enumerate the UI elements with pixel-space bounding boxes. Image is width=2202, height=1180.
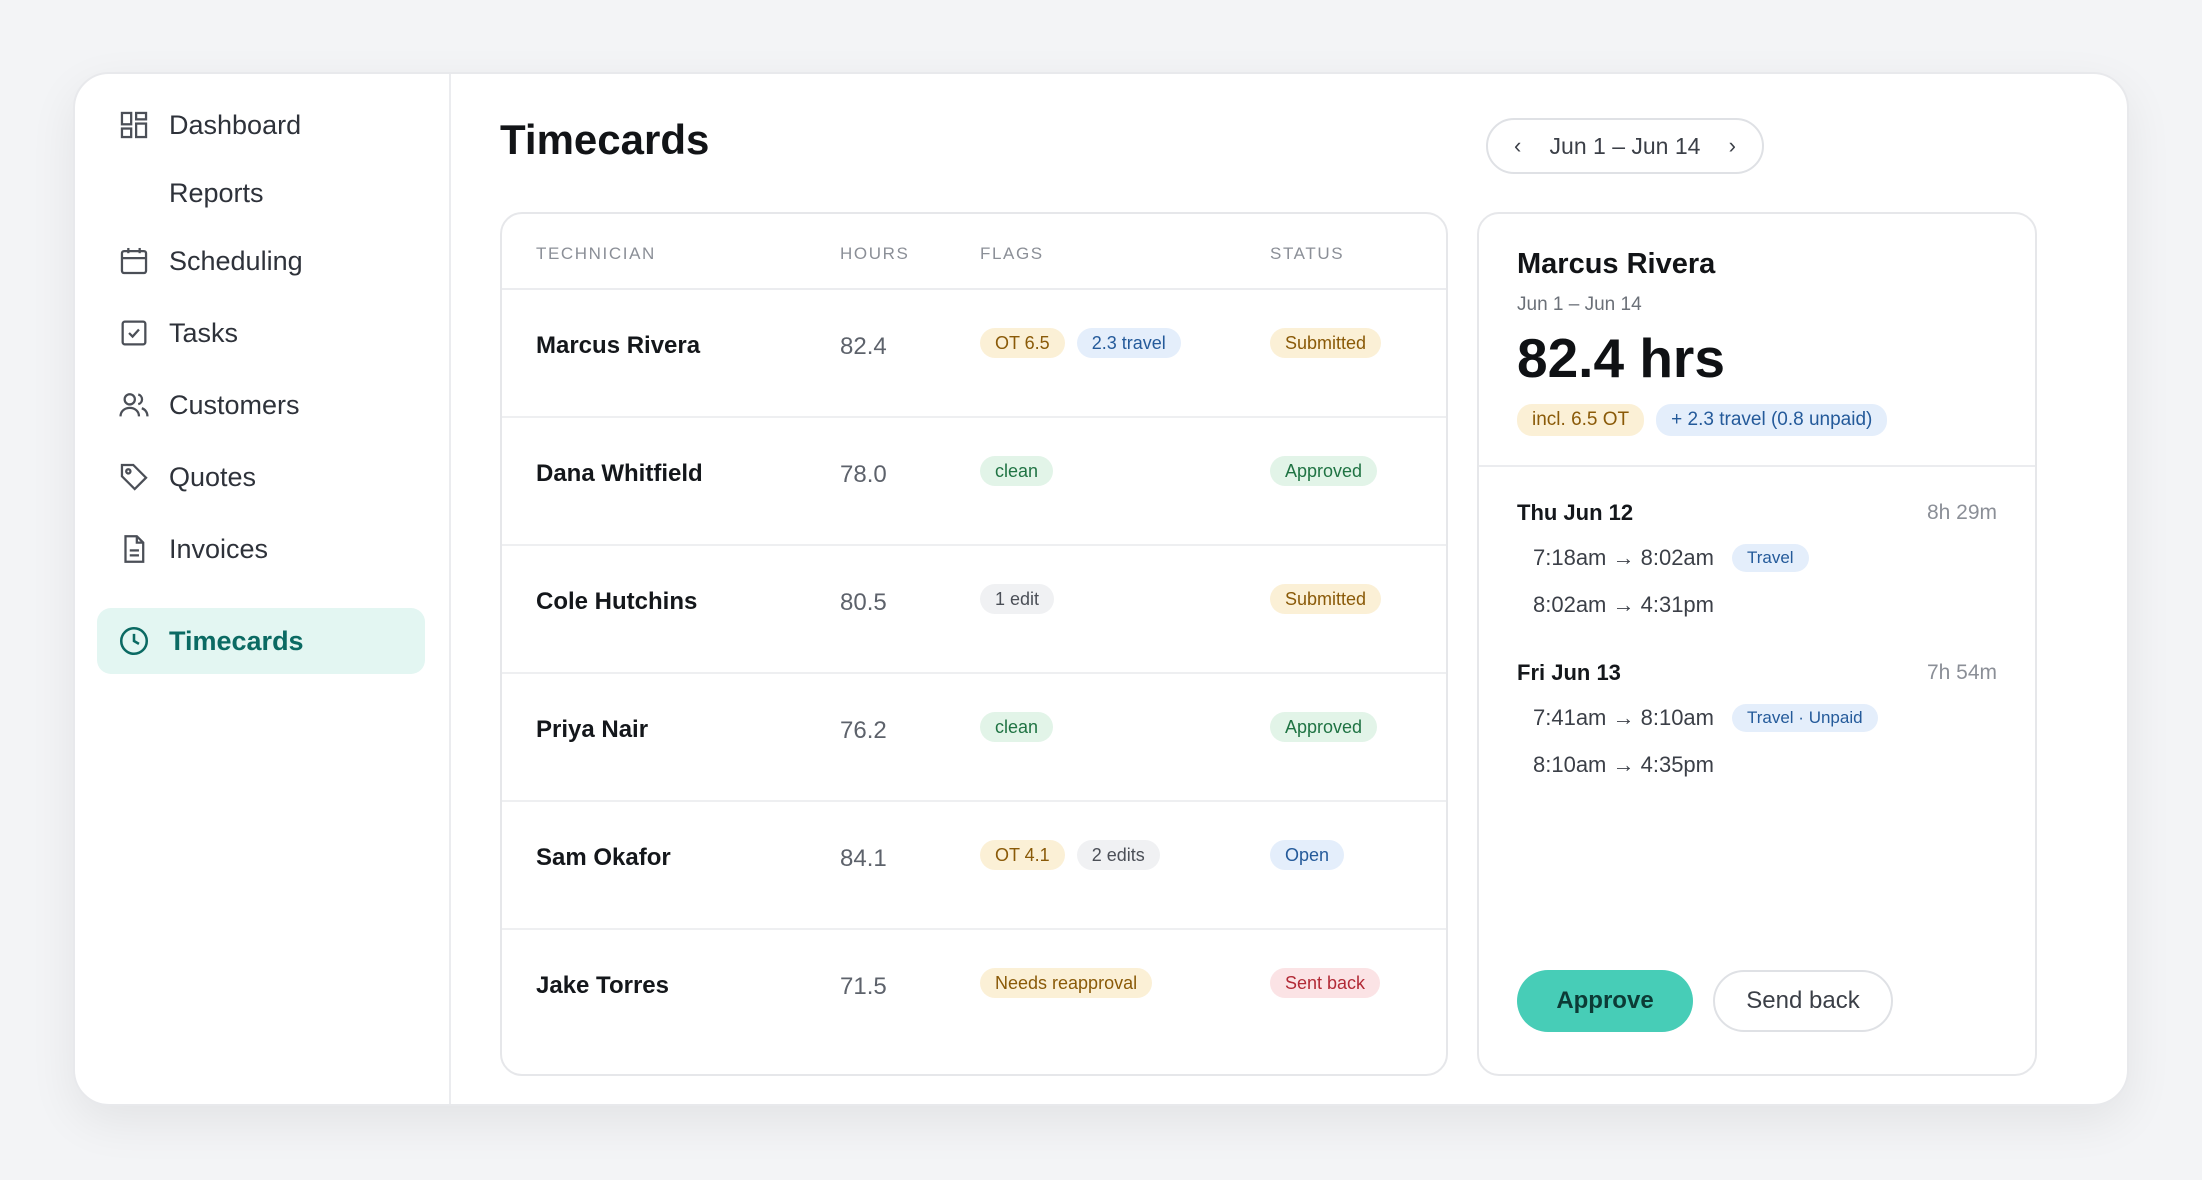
status-badge: Submitted xyxy=(1270,584,1382,614)
users-icon xyxy=(117,388,151,422)
table-row[interactable]: Dana Whitfield 78.0 clean Approved xyxy=(502,418,1446,546)
hours-value: 84.1 xyxy=(840,845,887,872)
sidebar-item-timecards[interactable]: Timecards xyxy=(97,608,425,674)
time-entry: 7:41am → 8:10am Travel · Unpaid xyxy=(1533,704,1878,732)
technician-name: Priya Nair xyxy=(536,716,649,743)
flag-badge: OT 6.5 xyxy=(980,328,1065,358)
sidebar-item-label: Timecards xyxy=(169,625,304,656)
table-row[interactable]: Cole Hutchins 80.5 1 edit Submitted xyxy=(502,546,1446,674)
send-back-button[interactable]: Send back xyxy=(1713,970,1893,1032)
table-row[interactable]: Sam Okafor 84.1 OT 4.1 2 edits Open xyxy=(502,802,1446,930)
column-header-technician: TECHNICIAN xyxy=(536,244,656,263)
flags-cell: clean xyxy=(980,456,1054,486)
sidebar-item-label: Quotes xyxy=(169,461,257,492)
time-entry: 8:02am → 4:31pm xyxy=(1533,592,1714,618)
flags-cell: Needs reapproval xyxy=(980,968,1153,998)
flags-cell: OT 4.1 2 edits xyxy=(980,840,1160,870)
technician-name: Sam Okafor xyxy=(536,844,671,871)
calendar-icon xyxy=(117,244,151,278)
time-entry-range: 8:02am → 4:31pm xyxy=(1533,592,1714,617)
flags-cell: clean xyxy=(980,712,1054,742)
time-entry-range: 7:41am → 8:10am xyxy=(1533,705,1714,730)
sidebar-item-reports[interactable]: Reports xyxy=(97,160,425,226)
sidebar-item-customers[interactable]: Customers xyxy=(97,372,425,438)
checkbox-icon xyxy=(117,316,151,350)
sidebar-item-label: Customers xyxy=(169,389,300,420)
hours-value: 71.5 xyxy=(840,973,887,1000)
sidebar-item-label: Tasks xyxy=(169,317,239,348)
tag-icon xyxy=(117,460,151,494)
status-badge: Approved xyxy=(1270,712,1378,742)
sidebar-item-invoices[interactable]: Invoices xyxy=(97,516,425,582)
travel-badge: + 2.3 travel (0.8 unpaid) xyxy=(1656,404,1888,436)
technician-name: Jake Torres xyxy=(536,972,669,999)
day-title: Fri Jun 13 xyxy=(1517,660,1621,685)
date-range-picker[interactable]: ‹ Jun 1 – Jun 14 › xyxy=(1486,118,1764,174)
day-title: Thu Jun 12 xyxy=(1517,500,1634,525)
sidebar-item-label: Scheduling xyxy=(169,245,303,276)
flags-cell: 1 edit xyxy=(980,584,1055,614)
chevron-left-icon[interactable]: ‹ xyxy=(1514,133,1522,158)
app-window: Dashboard Reports Scheduling Tasks Custo… xyxy=(73,72,2129,1106)
flag-badge: clean xyxy=(980,712,1054,742)
flag-badge: 2.3 travel xyxy=(1076,328,1181,358)
flag-badge: 2 edits xyxy=(1076,840,1160,870)
column-header-flags: FLAGS xyxy=(980,244,1044,263)
sidebar-item-label: Reports xyxy=(169,177,264,208)
day-total: 7h 54m xyxy=(1926,661,1997,684)
time-entry-range: 8:10am → 4:35pm xyxy=(1533,752,1714,777)
table-row[interactable]: Jake Torres 71.5 Needs reapproval Sent b… xyxy=(502,930,1446,1058)
flags-cell: OT 6.5 2.3 travel xyxy=(980,328,1181,358)
sidebar: Dashboard Reports Scheduling Tasks Custo… xyxy=(75,74,451,1104)
hours-value: 78.0 xyxy=(840,461,887,488)
detail-summary-tags: incl. 6.5 OT + 2.3 travel (0.8 unpaid) xyxy=(1517,404,1888,436)
flag-badge: clean xyxy=(980,456,1054,486)
flag-badge: Needs reapproval xyxy=(980,968,1153,998)
document-icon xyxy=(117,532,151,566)
column-header-hours: HOURS xyxy=(840,244,910,263)
hours-value: 76.2 xyxy=(840,717,887,744)
flag-badge: OT 4.1 xyxy=(980,840,1065,870)
hours-value: 80.5 xyxy=(840,589,887,616)
timecards-table: TECHNICIAN HOURS FLAGS STATUS Marcus Riv… xyxy=(500,212,1448,1076)
table-row[interactable]: Marcus Rivera 82.4 OT 6.5 2.3 travel Sub… xyxy=(502,290,1446,418)
hours-value: 82.4 xyxy=(840,333,887,360)
sidebar-item-tasks[interactable]: Tasks xyxy=(97,300,425,366)
table-row[interactable]: Priya Nair 76.2 clean Approved xyxy=(502,674,1446,802)
detail-technician-name: Marcus Rivera xyxy=(1517,248,1716,280)
sidebar-item-scheduling[interactable]: Scheduling xyxy=(97,228,425,294)
chevron-right-icon[interactable]: › xyxy=(1728,133,1736,158)
clock-icon xyxy=(117,624,151,658)
status-badge: Approved xyxy=(1270,456,1378,486)
sidebar-item-dashboard[interactable]: Dashboard xyxy=(97,92,425,158)
time-entry-range: 7:18am → 8:02am xyxy=(1533,545,1714,570)
time-entry: 7:18am → 8:02am Travel xyxy=(1533,544,1809,572)
sidebar-item-quotes[interactable]: Quotes xyxy=(97,444,425,510)
day-total: 8h 29m xyxy=(1926,501,1997,524)
time-entry: 8:10am → 4:35pm xyxy=(1533,752,1714,778)
date-range-label: Jun 1 – Jun 14 xyxy=(1549,132,1701,159)
divider xyxy=(1479,465,2035,467)
timecard-detail-panel: Marcus Rivera Jun 1 – Jun 14 82.4 hrs in… xyxy=(1477,212,2037,1076)
overtime-badge: incl. 6.5 OT xyxy=(1517,404,1645,436)
status-badge: Submitted xyxy=(1270,328,1382,358)
status-badge: Open xyxy=(1270,840,1345,870)
flag-badge: 1 edit xyxy=(980,584,1055,614)
technician-name: Cole Hutchins xyxy=(536,588,698,615)
sidebar-item-label: Invoices xyxy=(169,533,269,564)
entry-tag: Travel xyxy=(1731,544,1809,572)
detail-total-hours: 82.4 hrs xyxy=(1517,327,1725,389)
status-badge: Sent back xyxy=(1270,968,1381,998)
page-title: Timecards xyxy=(500,116,710,163)
column-header-status: STATUS xyxy=(1270,244,1345,263)
detail-date-range: Jun 1 – Jun 14 xyxy=(1517,294,1642,315)
entry-tag: Travel · Unpaid xyxy=(1731,704,1878,732)
sidebar-item-label: Dashboard xyxy=(169,109,302,140)
table-header: TECHNICIAN HOURS FLAGS STATUS xyxy=(502,214,1446,290)
grid-icon xyxy=(117,108,151,142)
approve-button[interactable]: Approve xyxy=(1517,970,1693,1032)
technician-name: Dana Whitfield xyxy=(536,460,703,487)
technician-name: Marcus Rivera xyxy=(536,332,701,359)
